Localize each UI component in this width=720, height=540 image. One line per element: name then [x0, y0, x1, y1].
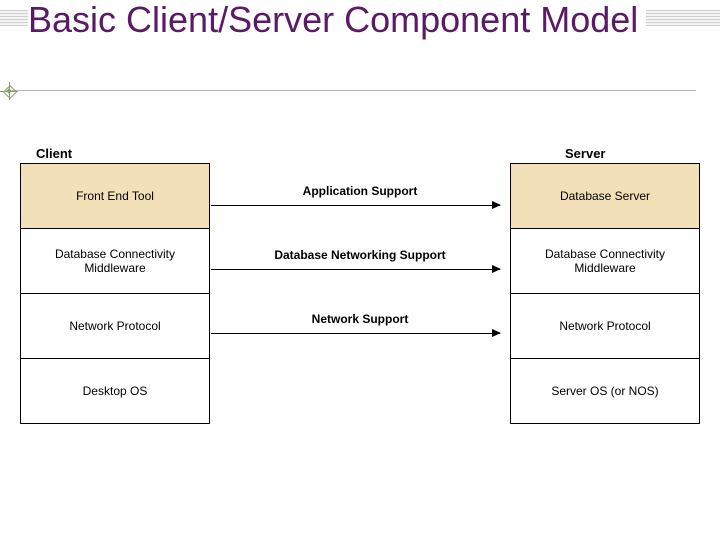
client-db-middleware: Database Connectivity Middleware: [20, 228, 210, 294]
client-network-protocol: Network Protocol: [20, 293, 210, 359]
client-front-end-tool: Front End Tool: [20, 163, 210, 229]
header: Basic Client/Server Component Model: [0, 0, 720, 100]
ornament-icon: [0, 82, 18, 100]
header-rule: [12, 90, 696, 91]
server-stack: Database Server Database Connectivity Mi…: [510, 164, 700, 424]
diagram: Client Server Front End Tool Database Co…: [0, 120, 720, 540]
server-header: Server: [565, 146, 605, 161]
client-header: Client: [36, 146, 72, 161]
server-db-middleware: Database Connectivity Middleware: [510, 228, 700, 294]
application-support-label: Application Support: [260, 184, 460, 198]
server-database-server: Database Server: [510, 163, 700, 229]
server-network-protocol: Network Protocol: [510, 293, 700, 359]
arrow-app-support: [211, 205, 500, 206]
arrow-net-support: [211, 333, 500, 334]
arrow-db-net-support: [211, 269, 500, 270]
server-os: Server OS (or NOS): [510, 358, 700, 424]
db-networking-support-label: Database Networking Support: [260, 248, 460, 262]
client-desktop-os: Desktop OS: [20, 358, 210, 424]
network-support-label: Network Support: [260, 312, 460, 326]
slide-title: Basic Client/Server Component Model: [28, 0, 646, 40]
client-stack: Front End Tool Database Connectivity Mid…: [20, 164, 210, 424]
